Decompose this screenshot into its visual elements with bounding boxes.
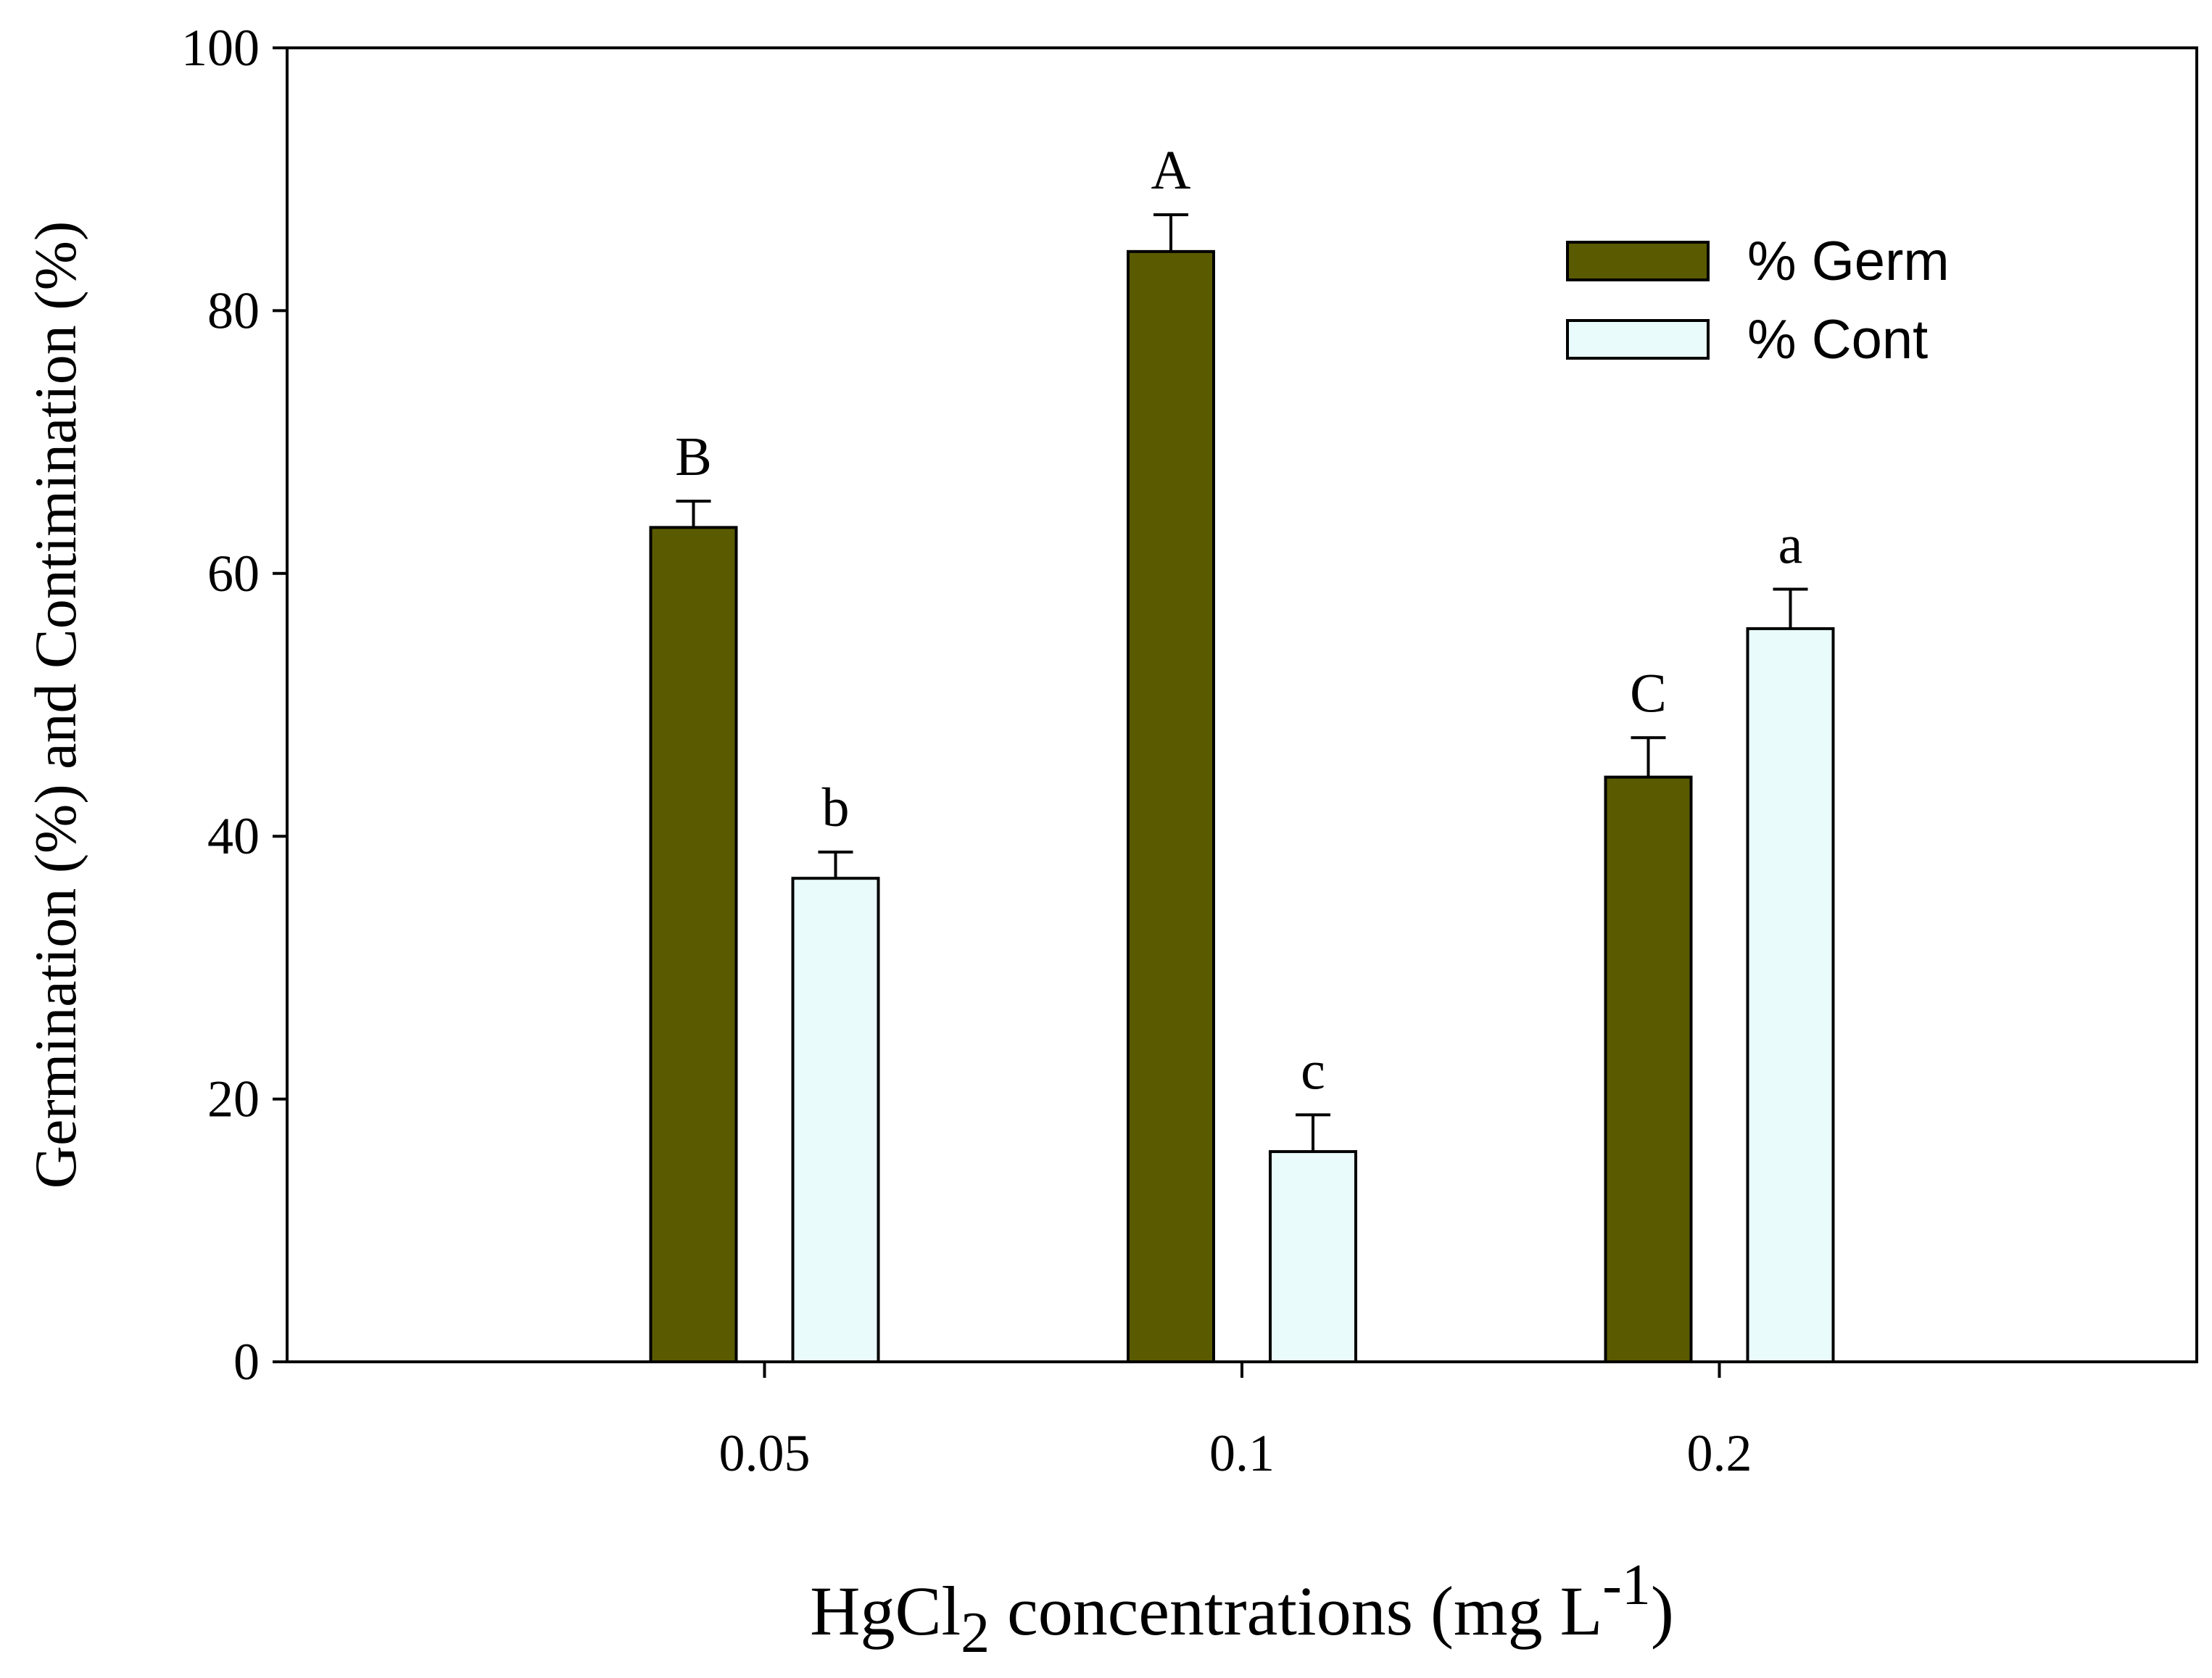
x-tick-label: 0.1 xyxy=(1209,1424,1275,1482)
x-tick-label: 0.05 xyxy=(719,1424,811,1482)
bar xyxy=(1746,627,1835,1363)
legend-swatch-germ xyxy=(1566,241,1710,281)
y-tick-label: 40 xyxy=(207,807,260,865)
x-axis-label-middle: concentrations (mg L xyxy=(990,1572,1602,1650)
x-tick-label: 0.2 xyxy=(1687,1424,1752,1482)
legend: % Germ % Cont xyxy=(1566,231,1950,371)
y-tick-label: 60 xyxy=(207,545,260,603)
significance-letter: b xyxy=(822,777,850,838)
bar xyxy=(791,877,880,1363)
significance-letter: B xyxy=(675,426,712,487)
bar xyxy=(1604,775,1693,1364)
significance-letter: a xyxy=(1778,515,1803,576)
x-axis-label-prefix: HgCl xyxy=(810,1572,961,1650)
bar xyxy=(649,526,738,1363)
bar xyxy=(1269,1150,1357,1363)
significance-letter-group: B A Cb c a xyxy=(675,140,1802,1101)
y-tick-label: 100 xyxy=(181,19,260,77)
error-bar-group xyxy=(676,213,1808,1152)
significance-letter: A xyxy=(1151,140,1191,201)
legend-swatch-cont xyxy=(1566,319,1710,360)
y-axis-label: Germination (%) and Contimination (%) xyxy=(22,221,88,1189)
y-tick-label: 0 xyxy=(233,1333,260,1391)
x-axis: 0.05 0.1 0.2 xyxy=(719,1362,1752,1482)
legend-label-cont: % Cont xyxy=(1747,309,1928,371)
y-axis: 0 20 40 60 80 100 xyxy=(181,19,287,1391)
significance-letter: C xyxy=(1630,663,1667,724)
x-axis-label-suffix: ) xyxy=(1651,1572,1674,1650)
legend-label-germ: % Germ xyxy=(1747,231,1950,292)
y-tick-label: 20 xyxy=(207,1070,260,1128)
y-tick-label: 80 xyxy=(207,281,260,339)
x-axis-label-subscript: 2 xyxy=(961,1601,990,1665)
significance-letter: c xyxy=(1301,1040,1325,1101)
x-axis-label: HgCl2 concentrations (mg L-1) xyxy=(810,1553,1674,1665)
bar xyxy=(1127,249,1215,1363)
x-axis-label-superscript: -1 xyxy=(1602,1553,1651,1617)
